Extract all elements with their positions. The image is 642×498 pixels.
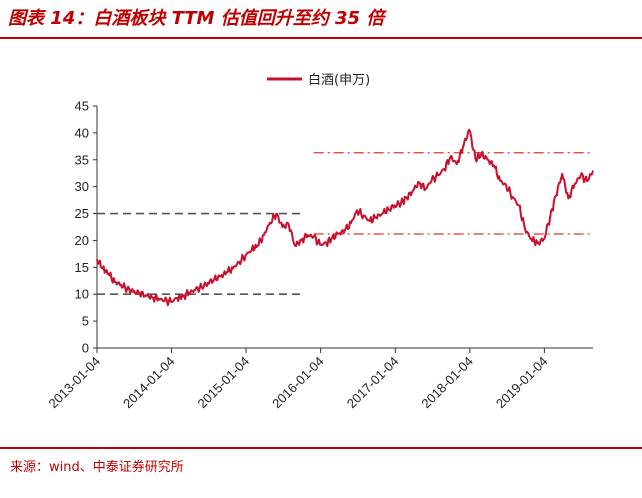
reference-lines (97, 152, 593, 296)
x-tick-label: 2014-01-04 (120, 354, 178, 412)
legend-label: 白酒(申万) (308, 72, 370, 88)
y-tick-label: 40 (75, 125, 89, 140)
x-tick-label: 2019-01-04 (493, 354, 551, 412)
y-tick-label: 30 (75, 179, 89, 194)
legend: 白酒(申万) (267, 72, 370, 88)
x-tick-label: 2018-01-04 (418, 354, 476, 412)
x-tick-label: 2017-01-04 (344, 354, 402, 412)
y-tick-label: 45 (75, 99, 89, 114)
y-tick-label: 5 (82, 314, 89, 329)
x-tick-label: 2013-01-04 (45, 354, 103, 412)
y-tick-label: 0 (82, 341, 89, 356)
x-tick-label: 2016-01-04 (269, 354, 327, 412)
axes: 0 5 10 15 20 25 30 35 40 45 2013-01-04 2014-01-04 20… (45, 99, 593, 412)
y-tick-label: 15 (75, 260, 89, 275)
title-divider (0, 37, 642, 39)
x-tick-label: 2015-01-04 (195, 354, 253, 412)
y-tick-label: 35 (75, 152, 89, 167)
y-tick-label: 25 (75, 206, 89, 221)
y-tick-label: 20 (75, 233, 89, 248)
page-title: 图表 14：白酒板块 TTM 估值回升至约 35 倍 (8, 8, 385, 29)
y-tick-label: 10 (75, 287, 89, 302)
source-note: 来源：wind、中泰证券研究所 (10, 460, 184, 475)
series-line (96, 128, 594, 307)
series-layer (96, 128, 594, 307)
source-divider (0, 447, 642, 449)
